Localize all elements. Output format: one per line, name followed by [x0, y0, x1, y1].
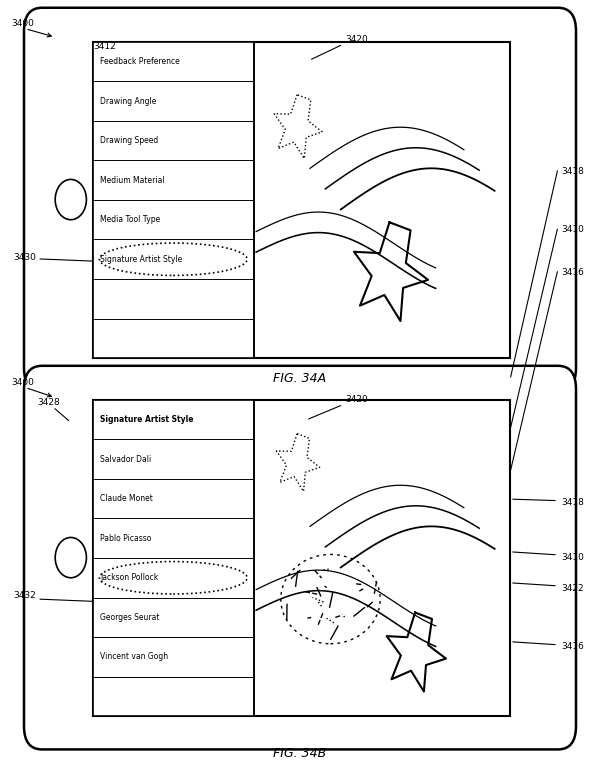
- Text: Drawing Angle: Drawing Angle: [100, 97, 157, 105]
- Text: 3420: 3420: [345, 35, 368, 44]
- Text: 3416: 3416: [561, 268, 584, 277]
- Text: 3416: 3416: [561, 642, 584, 652]
- Circle shape: [55, 538, 86, 578]
- Text: Claude Monet: Claude Monet: [100, 494, 153, 503]
- Bar: [93, 400, 254, 716]
- FancyBboxPatch shape: [24, 8, 576, 391]
- Text: 3432: 3432: [13, 591, 36, 601]
- Bar: [93, 400, 510, 716]
- Bar: [93, 42, 254, 358]
- Text: Vincent van Gogh: Vincent van Gogh: [100, 653, 169, 661]
- Text: 3422: 3422: [561, 584, 584, 593]
- Text: 3410: 3410: [561, 553, 584, 562]
- Text: Medium Material: Medium Material: [100, 176, 165, 184]
- Text: 3412: 3412: [93, 42, 116, 51]
- Text: 3430: 3430: [13, 253, 36, 262]
- Text: 3400: 3400: [11, 19, 34, 29]
- Text: 3420: 3420: [345, 395, 368, 405]
- Text: Georges Seurat: Georges Seurat: [100, 613, 160, 622]
- Text: 3400: 3400: [11, 378, 34, 388]
- Text: 3418: 3418: [561, 498, 584, 508]
- Text: 3410: 3410: [561, 226, 584, 235]
- Text: 3418: 3418: [561, 167, 584, 177]
- Text: Signature Artist Style: Signature Artist Style: [100, 255, 182, 264]
- Text: Drawing Speed: Drawing Speed: [100, 136, 158, 145]
- Text: 3428: 3428: [37, 398, 60, 407]
- Text: Media Tool Type: Media Tool Type: [100, 215, 160, 224]
- Text: Feedback Preference: Feedback Preference: [100, 57, 180, 66]
- Text: Salvador Dali: Salvador Dali: [100, 455, 151, 463]
- Circle shape: [55, 180, 86, 220]
- Bar: [93, 42, 510, 358]
- Text: Jackson Pollock: Jackson Pollock: [100, 574, 158, 582]
- Text: FIG. 34B: FIG. 34B: [274, 747, 326, 760]
- Text: FIG. 34A: FIG. 34A: [274, 372, 326, 384]
- FancyBboxPatch shape: [24, 366, 576, 749]
- Text: Signature Artist Style: Signature Artist Style: [100, 415, 194, 424]
- Text: Pablo Picasso: Pablo Picasso: [100, 534, 152, 542]
